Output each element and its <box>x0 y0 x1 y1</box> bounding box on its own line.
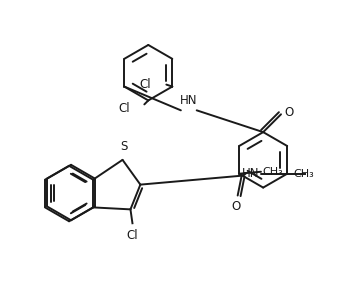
Text: Cl: Cl <box>127 229 138 242</box>
Text: HN: HN <box>180 94 197 107</box>
Text: Cl: Cl <box>119 102 130 115</box>
Text: HN: HN <box>242 167 260 180</box>
Text: O: O <box>231 200 240 213</box>
Text: O: O <box>284 106 293 119</box>
Text: CH₃: CH₃ <box>293 169 314 179</box>
Text: CH₃: CH₃ <box>262 167 283 177</box>
Text: Cl: Cl <box>139 78 151 91</box>
Text: S: S <box>120 140 127 153</box>
